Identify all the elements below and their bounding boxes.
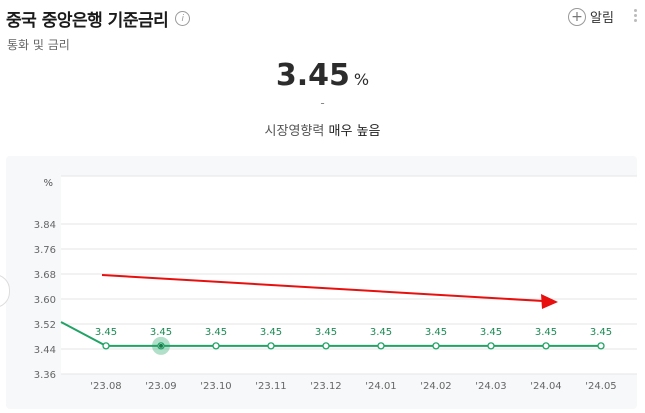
data-label: 3.45 (480, 327, 502, 338)
impact-label: 시장영향력 (264, 124, 325, 139)
x-tick-label: '23.10 (200, 381, 231, 392)
y-tick-label: 3.68 (34, 270, 56, 281)
data-point (597, 342, 605, 350)
data-point (542, 342, 550, 350)
y-tick-label: 3.84 (34, 220, 56, 231)
data-point (212, 342, 220, 350)
plus-icon: + (568, 7, 586, 26)
y-tick-label: 3.60 (34, 295, 56, 306)
alarm-label: 알림 (590, 11, 614, 26)
y-tick-label: 3.76 (34, 245, 56, 256)
x-tick-label: '24.03 (475, 381, 506, 392)
y-tick-label: 3.36 (34, 370, 56, 381)
chart-panel: % 3.84 3.76 3.68 3.60 3.52 3.44 3.36 '23.08 '23.… (6, 156, 637, 409)
x-tick-label: '24.04 (530, 381, 561, 392)
info-icon[interactable]: i (175, 11, 191, 26)
plot-background (61, 176, 637, 374)
x-tick-label: '24.05 (585, 381, 616, 392)
y-unit-label: % (43, 178, 53, 189)
data-label: 3.45 (95, 327, 117, 338)
x-tick-label: '23.09 (145, 381, 176, 392)
data-point (267, 342, 275, 350)
x-tick-label: '23.08 (90, 381, 121, 392)
data-label: 3.45 (535, 327, 557, 338)
page-title: 중국 중앙은행 기준금리 (6, 11, 169, 31)
title-row: 중국 중앙은행 기준금리 i (6, 6, 191, 31)
data-label: 3.45 (425, 327, 447, 338)
more-options-icon[interactable] (634, 9, 637, 22)
trend-arrow-head (541, 294, 558, 309)
data-label: 3.45 (205, 327, 227, 338)
change-value: - (320, 96, 325, 110)
data-label: 3.45 (590, 327, 612, 338)
y-tick-label: 3.44 (34, 345, 56, 356)
alarm-button[interactable]: + 알림 (568, 7, 614, 26)
y-tick-label: 3.52 (34, 320, 56, 331)
current-value: 3.45% (0, 58, 645, 93)
impact-level: 매우 높음 (328, 124, 381, 139)
data-label: 3.45 (315, 327, 337, 338)
data-label: 3.45 (150, 327, 172, 338)
data-point (102, 342, 110, 350)
market-impact: 시장영향력 매우 높음 (0, 120, 645, 139)
trend-arrow-line (101, 274, 544, 302)
data-label: 3.45 (370, 327, 392, 338)
x-tick-label: '24.02 (420, 381, 451, 392)
data-point (432, 342, 440, 350)
data-point (322, 342, 330, 350)
rate-unit: % (353, 70, 370, 89)
data-point (377, 342, 385, 350)
x-tick-label: '24.01 (365, 381, 396, 392)
x-tick-label: '23.12 (310, 381, 341, 392)
category-subtitle: 통화 및 금리 (7, 38, 70, 52)
data-point (487, 342, 495, 350)
highlight-point (159, 343, 163, 348)
rate-chart[interactable]: % 3.84 3.76 3.68 3.60 3.52 3.44 3.36 '23.08 '23.… (6, 156, 637, 409)
x-tick-label: '23.11 (255, 381, 286, 392)
rate-value: 3.45 (275, 58, 350, 93)
data-label: 3.45 (260, 327, 282, 338)
